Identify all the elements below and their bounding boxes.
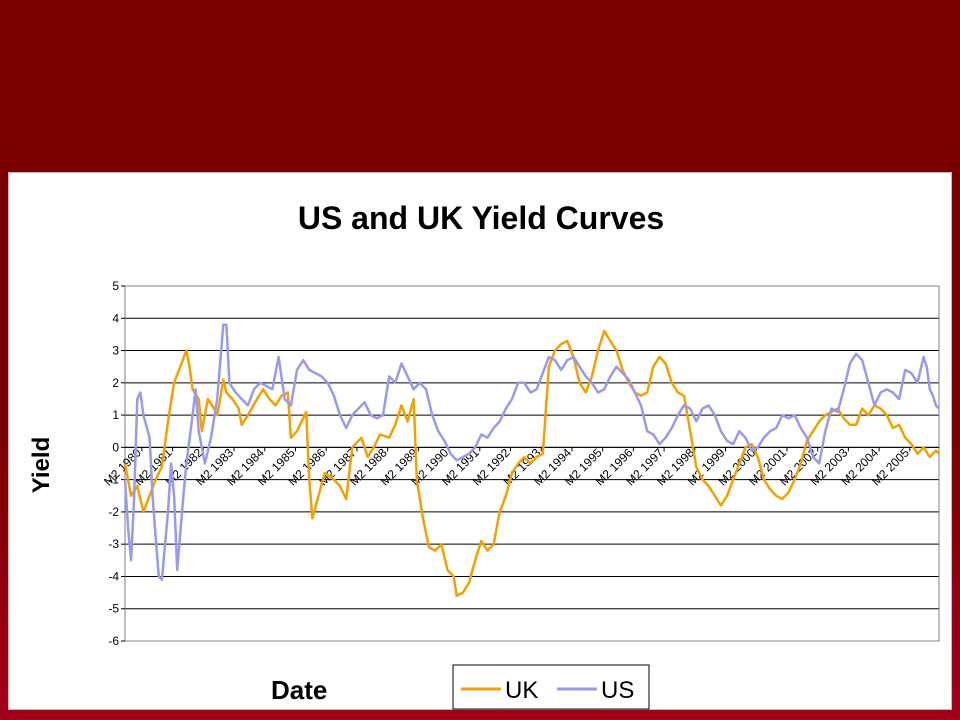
y-tick-labels: 5 4 3 2 1 0 -1 -2 -3 -4 -5 -6: [108, 279, 119, 648]
chart-panel: US and UK Yield Curves Yield Date 5 4 3 2 1 0…: [8, 172, 952, 710]
y-tick-label: 2: [112, 376, 119, 390]
y-tick-label: 4: [112, 311, 119, 325]
legend-box: [452, 664, 650, 710]
y-tick-label: -5: [108, 602, 119, 616]
series-line-uk: [123, 329, 940, 598]
y-tick-label: -3: [108, 537, 119, 551]
y-tick-label: -2: [108, 505, 119, 519]
y-tick-label: 1: [112, 408, 119, 422]
y-axis-label: Yield: [28, 437, 55, 493]
y-tick-label: 5: [112, 279, 119, 293]
series-line-us: [123, 323, 940, 581]
legend-label-uk: UK: [505, 677, 538, 704]
y-tick-label: 3: [112, 344, 119, 358]
chart-title: US and UK Yield Curves: [298, 200, 664, 236]
y-tick-label: -6: [108, 634, 119, 648]
x-axis-label: Date: [271, 675, 327, 705]
line-chart: US and UK Yield Curves Yield Date 5 4 3 2 1 0…: [28, 200, 940, 710]
y-tick-label: -4: [108, 569, 119, 583]
legend: UK US: [452, 664, 650, 710]
y-tick-label: 0: [112, 440, 119, 454]
series-lines: [123, 323, 940, 598]
y-tick-label: -1: [108, 473, 119, 487]
legend-label-us: US: [601, 677, 634, 704]
